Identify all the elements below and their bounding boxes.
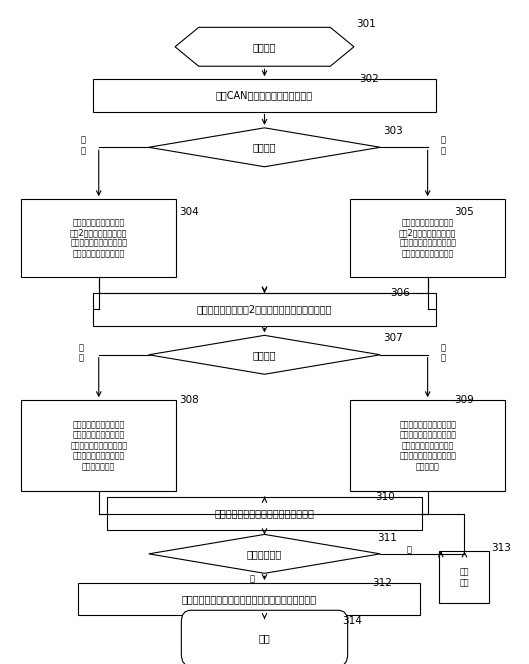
Text: 系统启动: 系统启动 (253, 42, 276, 52)
Text: 偏
右: 偏 右 (441, 343, 446, 363)
Text: 313: 313 (491, 542, 510, 552)
Text: 305: 305 (454, 207, 473, 216)
Text: 角度方向: 角度方向 (253, 350, 276, 360)
Text: 308: 308 (179, 394, 198, 405)
Text: 行驶状态: 行驶状态 (253, 142, 276, 152)
Text: 309: 309 (454, 394, 473, 405)
Text: 角度监测模块检测到2个三位电子罗盘之间有角度差: 角度监测模块检测到2个三位电子罗盘之间有角度差 (197, 304, 332, 314)
Text: 当驾驶员眼睛直视正前方
，即2个三维电子罗盘角度
接近时，车头摄像头就作为
头盔显示器的视频信号源: 当驾驶员眼睛直视正前方 ，即2个三维电子罗盘角度 接近时，车头摄像头就作为 头盔… (70, 218, 127, 258)
Text: 驾驶员头盔三维电子罗盘相
对车身三维电子罗盘有一定
偏右的角度时，车身右边
摄像头就作为头盔显示器的
视频信号源: 驾驶员头盔三维电子罗盘相 对车身三维电子罗盘有一定 偏右的角度时，车身右边 摄像… (399, 420, 456, 471)
Text: 当驾驶员眼睛直视正前方
，即2个三维电子罗盘角度
接近时，车尾摄像头就作为
头盔显示器的视频信号源: 当驾驶员眼睛直视正前方 ，即2个三维电子罗盘角度 接近时，车尾摄像头就作为 头盔… (399, 218, 457, 258)
Text: 是: 是 (249, 574, 254, 584)
FancyBboxPatch shape (94, 79, 435, 112)
FancyBboxPatch shape (440, 551, 489, 603)
Text: 距离监测模块检测汽车与障碍物的距离: 距离监测模块检测汽车与障碍物的距离 (215, 509, 314, 519)
Text: 301: 301 (357, 19, 376, 29)
Text: 倒
车: 倒 车 (441, 135, 446, 155)
Text: 312: 312 (372, 578, 392, 588)
Text: 偏
左: 偏 左 (79, 343, 84, 363)
FancyBboxPatch shape (78, 583, 419, 616)
Polygon shape (175, 27, 354, 66)
Text: 否: 否 (407, 545, 412, 554)
Text: 311: 311 (377, 533, 397, 543)
FancyBboxPatch shape (21, 400, 176, 491)
FancyBboxPatch shape (350, 199, 505, 277)
Text: 声音警报，同时在头盔显示器护目镜上显示距离数据: 声音警报，同时在头盔显示器护目镜上显示距离数据 (181, 594, 316, 604)
Text: 继续
监测: 继续 监测 (460, 568, 469, 587)
Polygon shape (149, 128, 380, 167)
FancyBboxPatch shape (350, 400, 505, 491)
Text: 306: 306 (390, 288, 409, 298)
FancyBboxPatch shape (94, 293, 435, 325)
Text: 310: 310 (375, 492, 395, 502)
Text: 通过CAN总线采集汽车的行驶状态: 通过CAN总线采集汽车的行驶状态 (216, 90, 313, 100)
Text: 314: 314 (342, 616, 362, 627)
Polygon shape (149, 335, 380, 374)
Text: 302: 302 (359, 74, 379, 84)
Text: 307: 307 (383, 333, 403, 343)
Text: 304: 304 (179, 207, 198, 216)
Text: 距离过近报警: 距离过近报警 (247, 549, 282, 559)
Polygon shape (149, 535, 380, 573)
FancyBboxPatch shape (181, 610, 348, 664)
Text: 结束: 结束 (259, 633, 270, 643)
Text: 前
进: 前 进 (80, 135, 86, 155)
FancyBboxPatch shape (107, 497, 422, 530)
Text: 303: 303 (383, 125, 403, 135)
Text: 驾驶员头盔三维电子罗盘
相对车身三维电子罗盘有
一定偏左的角度时，车身左
边摄像头就作为头盔显示
器的视频信号源: 驾驶员头盔三维电子罗盘 相对车身三维电子罗盘有 一定偏左的角度时，车身左 边摄像… (70, 420, 127, 471)
FancyBboxPatch shape (21, 199, 176, 277)
